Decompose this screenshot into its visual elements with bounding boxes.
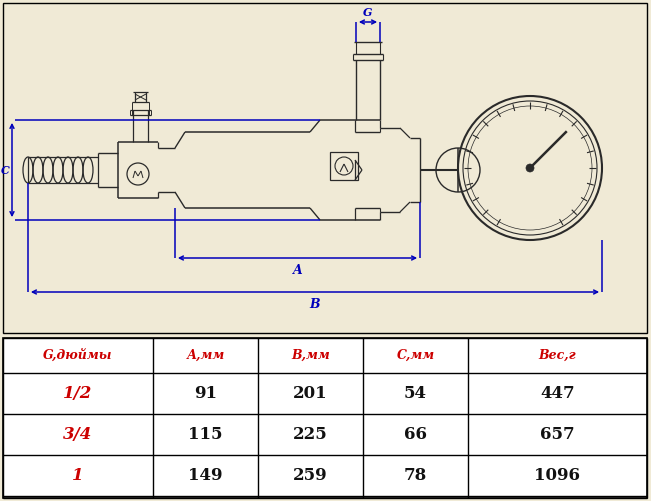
Text: 78: 78 (404, 467, 427, 484)
Bar (330, 152, 358, 180)
Text: 447: 447 (540, 385, 575, 402)
Text: 1: 1 (72, 467, 84, 484)
Text: А,мм: А,мм (186, 349, 225, 362)
Text: G: G (363, 7, 373, 18)
Text: В,мм: В,мм (291, 349, 330, 362)
Text: A: A (293, 264, 302, 277)
Text: 115: 115 (188, 426, 223, 443)
Text: С: С (1, 164, 10, 175)
Text: 1/2: 1/2 (63, 385, 92, 402)
Text: С,мм: С,мм (396, 349, 435, 362)
Text: 259: 259 (293, 467, 328, 484)
Text: B: B (310, 298, 320, 311)
Text: 1096: 1096 (534, 467, 581, 484)
Circle shape (526, 164, 534, 172)
Text: 657: 657 (540, 426, 575, 443)
Text: 66: 66 (404, 426, 427, 443)
Text: 149: 149 (188, 467, 223, 484)
Text: 201: 201 (293, 385, 328, 402)
Text: 91: 91 (194, 385, 217, 402)
Text: 3/4: 3/4 (63, 426, 92, 443)
Text: Вес,г: Вес,г (538, 349, 576, 362)
Text: 54: 54 (404, 385, 427, 402)
Text: 225: 225 (293, 426, 328, 443)
Text: G,дюймы: G,дюймы (43, 349, 113, 362)
